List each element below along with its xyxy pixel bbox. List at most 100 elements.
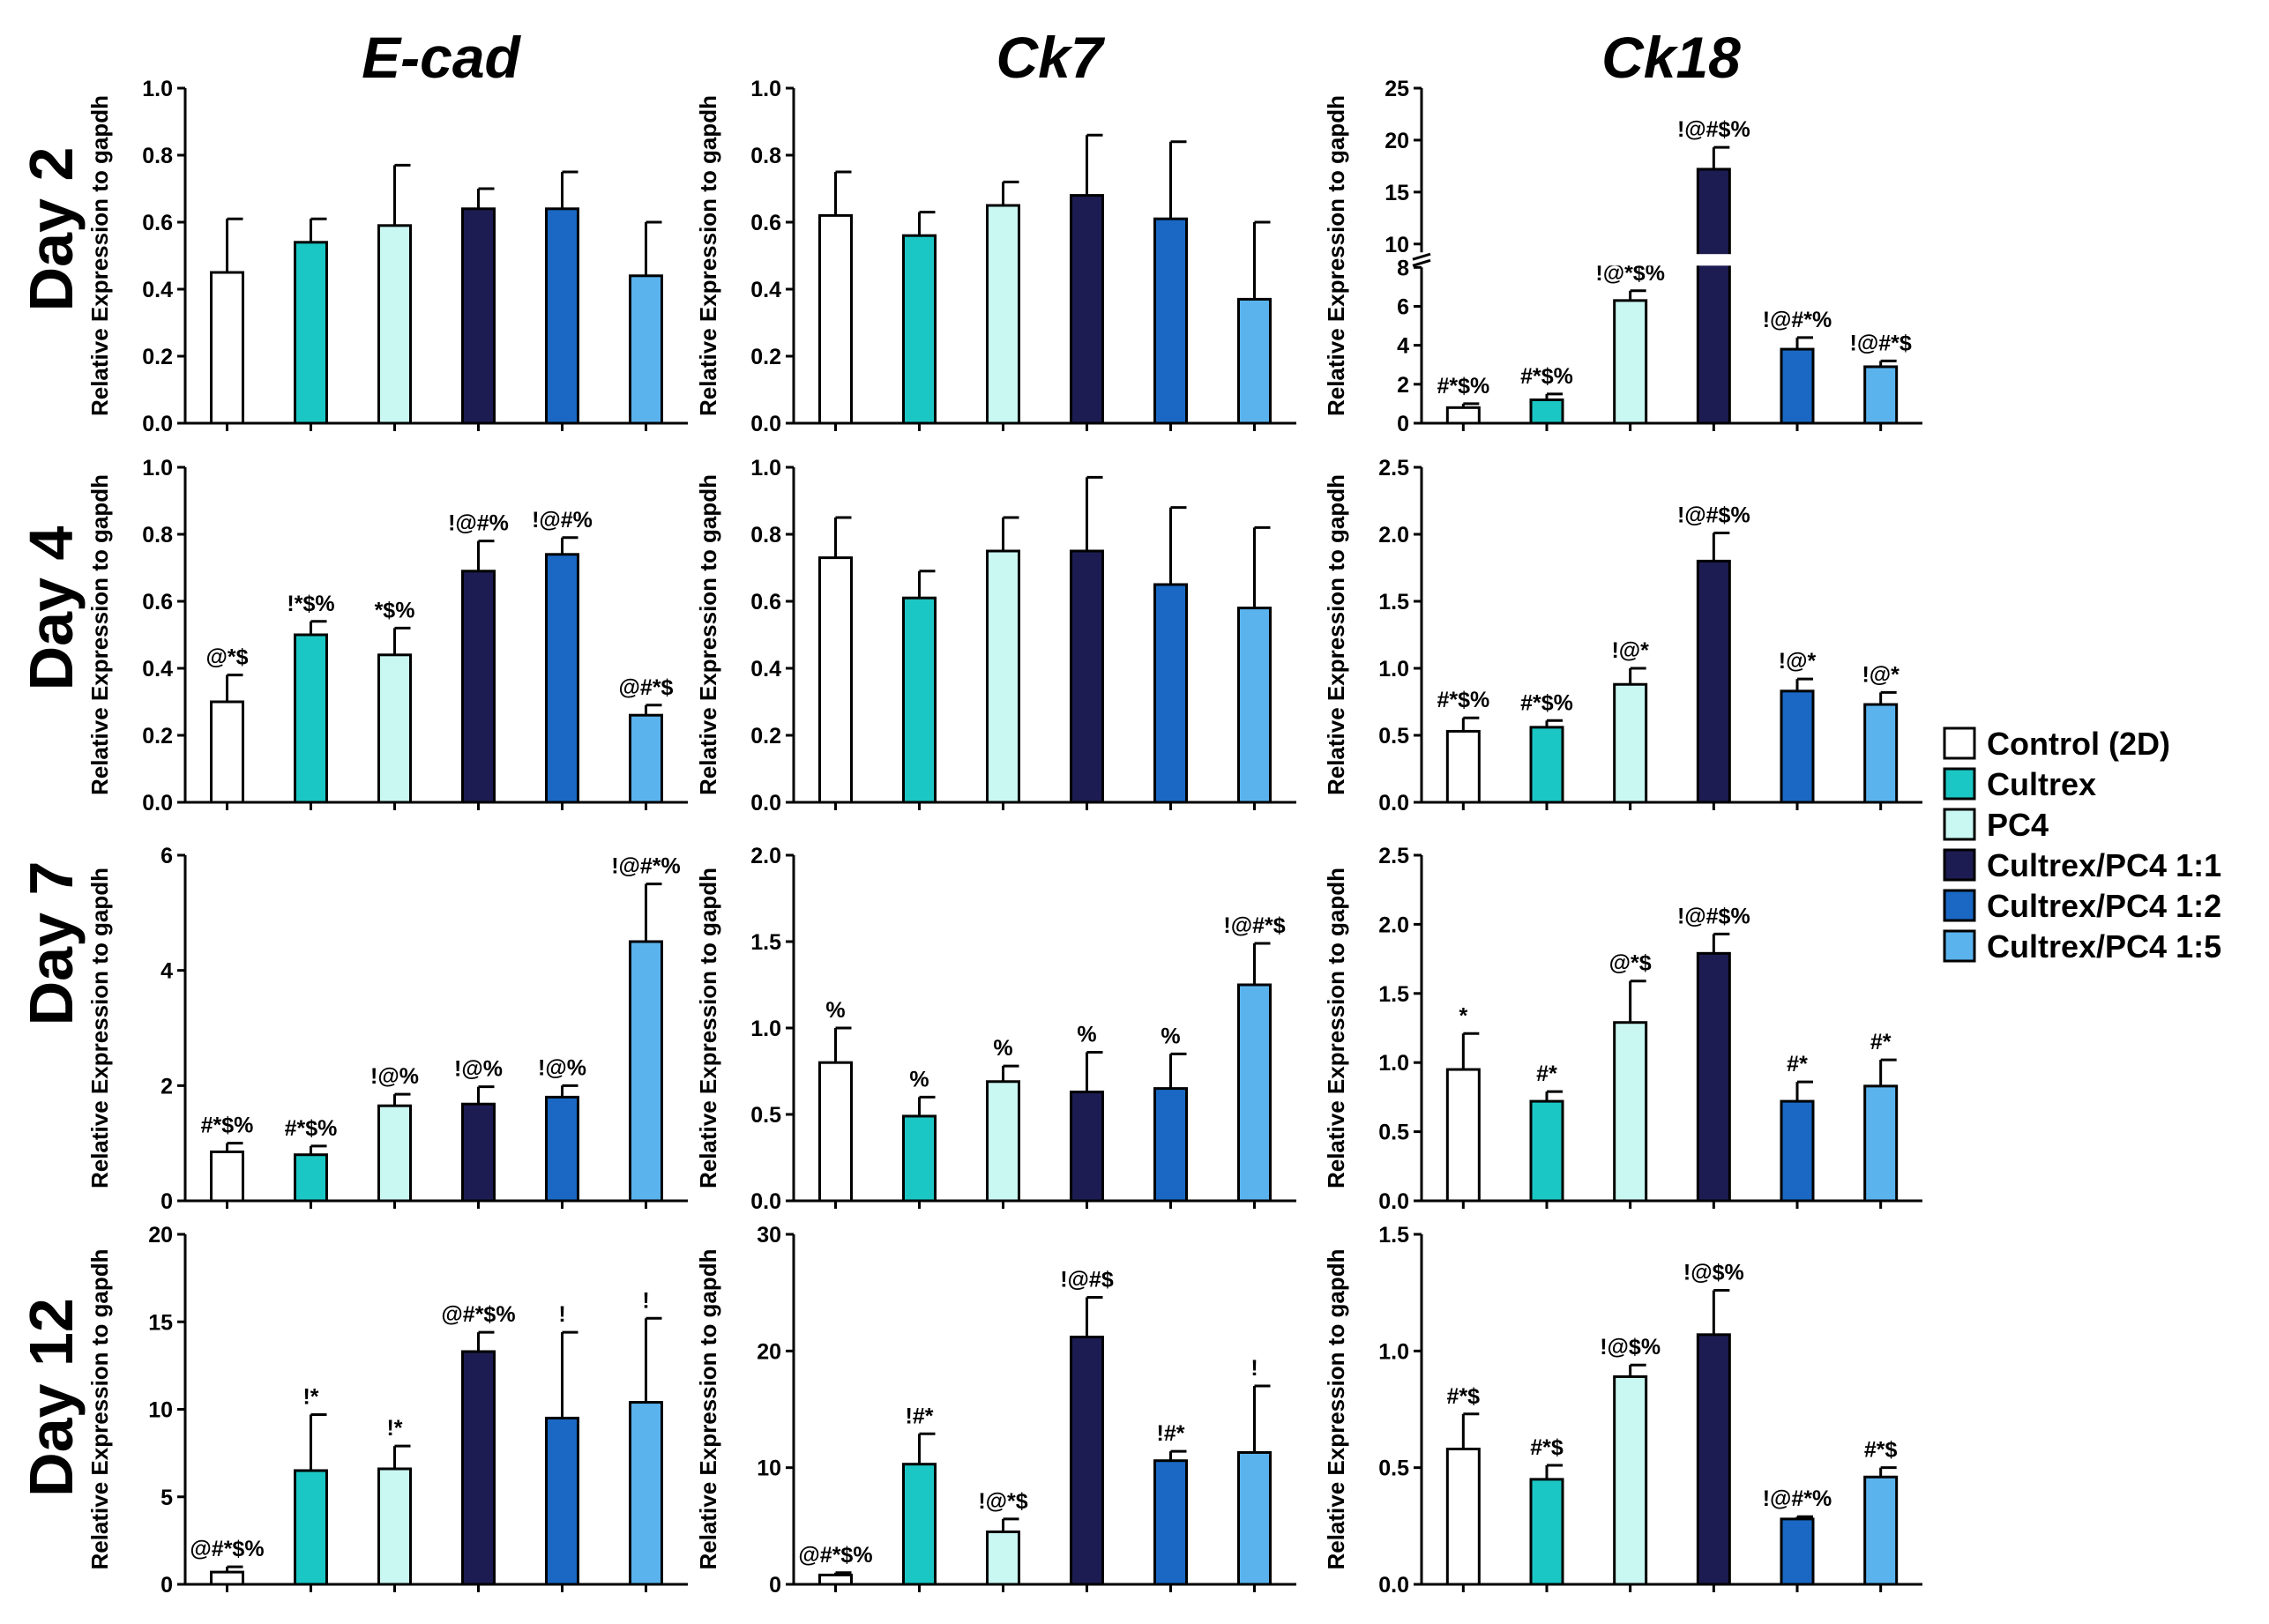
significance-label: @#*$ [619, 675, 674, 700]
legend-label-cultrex-pc4-1-5: Cultrex/PC4 1:5 [1987, 928, 2221, 965]
panel-ck7-day-12: 0 10 20 30 Relative Expression to gapdh @#*$%… [695, 1223, 1296, 1598]
y-tick-label: 2 [160, 1074, 173, 1099]
significance-label: % [993, 1036, 1012, 1061]
row-title-day-12: Day 12 [17, 1298, 86, 1497]
bar-control-2d [210, 700, 244, 804]
bar-cultrex-pc4-1-5 [1863, 703, 1899, 804]
bar-cultrex-pc4-1-2 [1780, 1099, 1815, 1203]
y-tick-label: 1.0 [1378, 1051, 1409, 1076]
significance-label: % [1077, 1022, 1096, 1047]
legend-label-cultrex-pc4-1-2: Cultrex/PC4 1:2 [1987, 888, 2221, 924]
bar-cultrex-pc4-1-1 [1070, 1091, 1104, 1203]
y-tick-label: 1.5 [1378, 1223, 1409, 1248]
y-tick-label: 0.2 [142, 345, 173, 369]
y-tick-label: 0.8 [750, 523, 781, 548]
y-tick-label: 1.0 [142, 77, 173, 101]
y-tick-label: 0.8 [142, 144, 173, 168]
bar-pc4 [1613, 1374, 1648, 1586]
bar-cultrex-pc4-1-5 [1863, 1475, 1899, 1586]
y-axis-label: Relative Expression to gapdh [86, 1248, 113, 1569]
y-tick-label: 8 [1397, 256, 1409, 280]
bar-cultrex-pc4-1-1 [1696, 1333, 1731, 1586]
bar-cultrex-pc4-1-2 [545, 207, 579, 425]
y-tick-label: 0.6 [142, 590, 173, 615]
significance-label: #* [1870, 1030, 1892, 1054]
y-axis-label: Relative Expression to gapdh [695, 95, 721, 416]
bar-cultrex [294, 1469, 328, 1586]
column-title-ck7: Ck7 [996, 25, 1105, 90]
bar-pc4 [1613, 1021, 1648, 1203]
bar-control-2d [818, 1061, 853, 1203]
bar-control-2d [818, 1573, 853, 1586]
significance-label: % [825, 998, 845, 1023]
panel-e-cad-day-12: 0 5 10 15 20 Relative Expression to gapdh @#*$… [86, 1223, 688, 1598]
axis-break-mark [1412, 252, 1431, 261]
significance-label: !@#*% [1763, 1486, 1832, 1511]
significance-label: #*$ [1447, 1384, 1481, 1409]
panel-e-cad-day-2: 0.0 0.2 0.4 0.6 0.8 1.0 Relative Expression to… [86, 77, 688, 436]
significance-label: @#*$% [441, 1302, 515, 1327]
bar-cultrex [902, 1114, 937, 1203]
y-tick-label: 1.5 [750, 930, 781, 955]
y-tick-label: 0.2 [750, 345, 781, 369]
bar-cultrex [294, 1153, 328, 1203]
bar-control-2d [210, 1570, 244, 1586]
bar-cultrex-pc4-1-5 [629, 1401, 663, 1586]
significance-label: #*$% [1520, 690, 1573, 715]
bar-cultrex-pc4-1-1 [461, 207, 496, 425]
y-tick-label: 1.5 [1378, 982, 1409, 1007]
y-tick-label: 0 [160, 1573, 173, 1598]
bar-cultrex-pc4-1-5 [1863, 365, 1899, 425]
bar-pc4 [986, 549, 1020, 804]
y-tick-label: 0.8 [750, 144, 781, 168]
legend-swatch-cultrex [1943, 767, 1976, 801]
legend-swatch-cultrex-pc4-1-1 [1943, 848, 1976, 882]
bar-control-2d [210, 1150, 244, 1203]
y-tick-label: 0.2 [142, 724, 173, 749]
bar-control-2d [1445, 729, 1481, 804]
significance-label: #* [1536, 1062, 1557, 1086]
bar-pc4 [1613, 299, 1648, 425]
y-tick-label: 30 [757, 1223, 781, 1248]
significance-label: % [909, 1067, 929, 1091]
y-axis-label: Relative Expression to gapdh [695, 1248, 721, 1569]
significance-label: @#*$% [798, 1543, 872, 1568]
axis-break-band [1411, 254, 1924, 266]
y-tick-label: 0.4 [750, 657, 781, 682]
y-tick-label: 0.4 [750, 278, 781, 302]
significance-label: !@* [1862, 662, 1900, 687]
significance-label: @#*$% [190, 1537, 264, 1561]
legend-label-control-2d: Control (2D) [1987, 726, 2170, 762]
y-tick-label: 0.0 [750, 412, 781, 436]
bar-cultrex-pc4-1-1 [461, 570, 496, 804]
bar-cultrex-pc4-1-1 [1070, 194, 1104, 425]
y-tick-label: 0.4 [142, 278, 173, 302]
bar-cultrex [294, 241, 328, 425]
bar-cultrex [1529, 1478, 1564, 1586]
bar-cultrex [902, 1463, 937, 1586]
significance-label: !@$% [1600, 1335, 1661, 1360]
bar-control-2d [1445, 406, 1481, 425]
y-tick-label: 6 [160, 844, 173, 868]
row-title-day-4: Day 4 [17, 526, 86, 691]
significance-label: % [1161, 1024, 1180, 1048]
bar-cultrex [1529, 398, 1564, 425]
y-axis-label: Relative Expression to gapdh [695, 474, 721, 795]
significance-label: !@#% [532, 508, 593, 533]
y-tick-label: 1.0 [750, 1017, 781, 1041]
significance-label: #*$% [1437, 688, 1489, 712]
y-tick-label: 0 [1397, 412, 1409, 436]
axis-break-mark [1412, 258, 1431, 267]
legend-swatch-cultrex-pc4-1-5 [1943, 929, 1976, 963]
significance-label: !@#$ [1060, 1267, 1114, 1292]
y-tick-label: 0.0 [1378, 791, 1409, 816]
bar-control-2d [210, 271, 244, 425]
y-tick-label: 0.0 [1378, 1573, 1409, 1598]
significance-label: #*$% [201, 1114, 254, 1138]
bar-pc4 [377, 1104, 412, 1203]
bar-cultrex [902, 596, 937, 804]
significance-label: !* [302, 1384, 318, 1409]
bar-cultrex-pc4-1-2 [1780, 689, 1815, 804]
significance-label: !@% [538, 1055, 586, 1080]
